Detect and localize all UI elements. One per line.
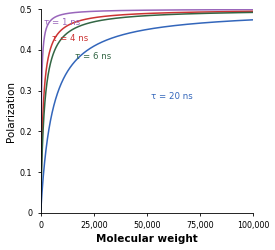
- Text: τ = 1 ns: τ = 1 ns: [44, 18, 80, 26]
- Text: τ = 20 ns: τ = 20 ns: [151, 92, 193, 101]
- Y-axis label: Polarization: Polarization: [6, 80, 16, 142]
- X-axis label: Molecular weight: Molecular weight: [96, 234, 198, 244]
- Text: τ = 6 ns: τ = 6 ns: [75, 52, 111, 61]
- Text: τ = 4 ns: τ = 4 ns: [52, 34, 89, 43]
